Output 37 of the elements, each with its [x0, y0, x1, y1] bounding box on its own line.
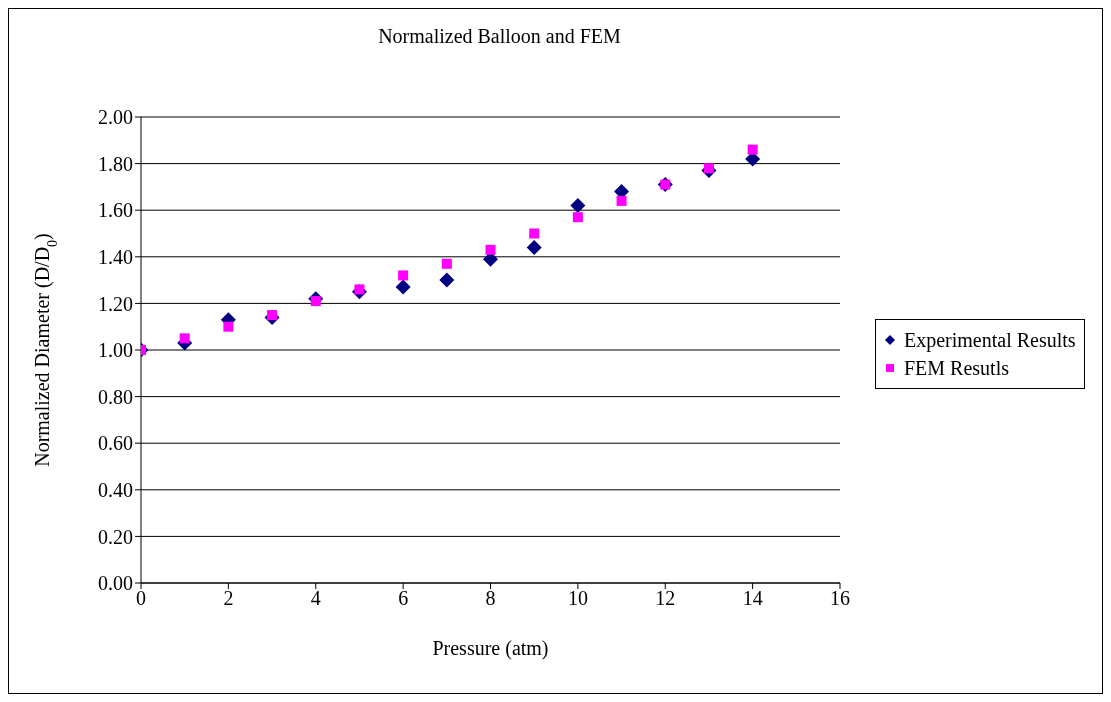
y-tick-label: 2.00	[98, 106, 133, 129]
chart-title: Normalized Balloon and FEM	[377, 25, 622, 48]
x-axis-title: Pressure (atm)	[432, 637, 549, 660]
point	[398, 270, 409, 281]
x-tick-label: 0	[136, 587, 146, 610]
x-tick-label: 2	[223, 587, 234, 610]
point	[616, 195, 627, 206]
y-tick-label: 1.60	[98, 199, 133, 222]
point	[570, 198, 586, 214]
point	[526, 239, 542, 255]
point	[572, 212, 583, 223]
point	[441, 258, 452, 269]
point	[485, 244, 496, 255]
y-tick-label: 0.20	[98, 525, 133, 548]
y-tick-label: 0.60	[98, 432, 133, 455]
legend-label: FEM Resutls	[904, 356, 1010, 381]
x-tick-label: 8	[485, 587, 496, 610]
point	[395, 279, 411, 295]
y-tick-label: 0.40	[98, 478, 133, 501]
point	[439, 272, 455, 288]
point	[529, 228, 540, 239]
x-tick-label: 12	[655, 587, 676, 610]
y-tick-label: 0.80	[98, 385, 133, 408]
point	[747, 144, 758, 155]
point	[223, 321, 234, 332]
legend-label: Experimental Results	[904, 328, 1076, 354]
x-tick-label: 6	[398, 587, 409, 610]
y-tick-label: 1.20	[98, 292, 133, 315]
y-tick-label: 1.80	[98, 152, 133, 175]
x-tick-label: 16	[830, 587, 850, 610]
x-tick-label: 10	[567, 587, 588, 610]
x-tick-label: 4	[310, 587, 321, 610]
y-tick-label: 0.00	[98, 572, 133, 595]
y-tick-label: 1.40	[98, 245, 133, 268]
point	[179, 333, 190, 344]
x-tick-label: 14	[742, 587, 763, 610]
y-tick-label: 1.00	[98, 339, 133, 362]
